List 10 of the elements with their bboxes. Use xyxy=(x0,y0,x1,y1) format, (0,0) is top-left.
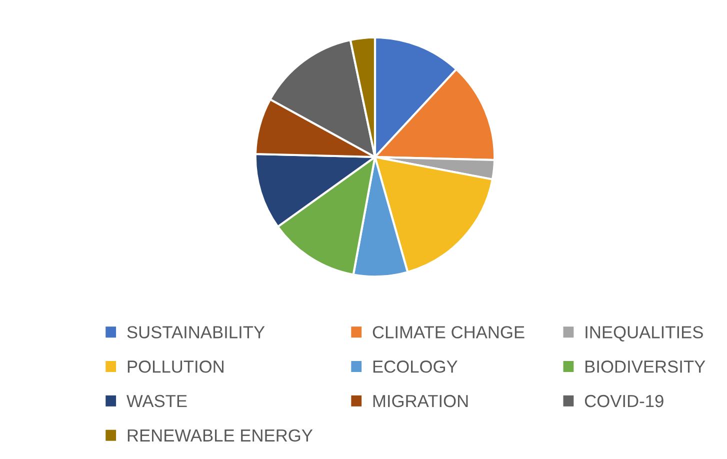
legend-label: RENEWABLE ENERGY xyxy=(128,429,313,442)
legend-label: MIGRATION xyxy=(373,394,468,408)
legend-label: ECOLOGY xyxy=(373,360,458,373)
legend-label: SUSTAINABILITY xyxy=(127,326,265,338)
legend-label: POLLUTION xyxy=(128,360,224,373)
legend-label: CLIMATE CHANGE xyxy=(372,326,524,338)
legend-label: COVID-19 xyxy=(584,394,664,408)
legend-label: BIODIVERSITY xyxy=(586,360,706,373)
legend-label: WASTE xyxy=(126,394,187,408)
legend-label: INEQUALITIES xyxy=(586,326,703,342)
